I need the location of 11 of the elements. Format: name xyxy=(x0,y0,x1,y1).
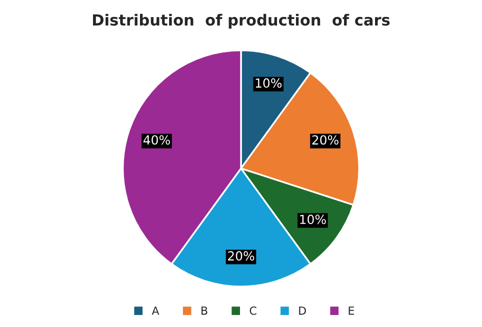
data-label: 10% xyxy=(256,78,282,88)
data-label: 20% xyxy=(228,251,254,261)
legend-label: C xyxy=(250,306,256,315)
data-label: 40% xyxy=(143,135,170,145)
data-label: 10% xyxy=(300,214,326,224)
legend-label: A xyxy=(152,306,160,315)
legend-label: E xyxy=(348,306,354,315)
legend-label: D xyxy=(299,306,306,315)
data-label: 20% xyxy=(312,135,338,145)
legend-label: B xyxy=(202,306,208,315)
chart-title: Distribution of production of cars xyxy=(93,14,390,29)
